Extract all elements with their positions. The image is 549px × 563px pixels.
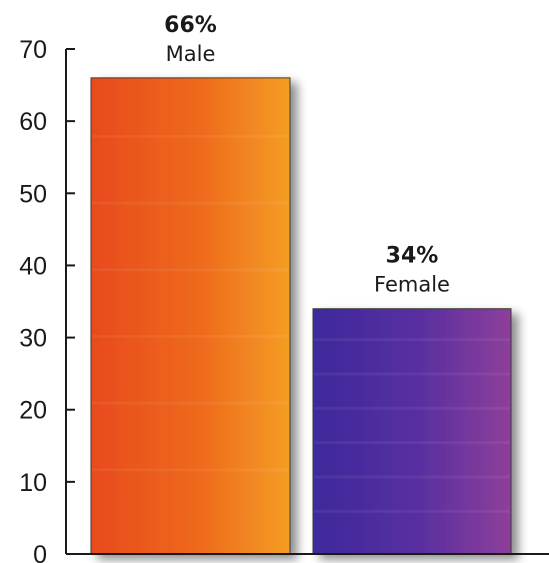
- y-tick-label-50: 50: [19, 180, 47, 208]
- bar-texture-male: [92, 468, 289, 472]
- value-label-female: 34%: [386, 244, 439, 269]
- value-label-male: 66%: [164, 13, 217, 38]
- y-tick-label-70: 70: [19, 36, 47, 64]
- bar-texture-male: [92, 401, 289, 405]
- category-label-male: Male: [166, 42, 216, 66]
- y-tick-label-10: 10: [19, 469, 47, 497]
- bar-texture-female: [314, 475, 510, 479]
- y-tick-label-60: 60: [19, 108, 47, 136]
- bar-texture-male: [92, 268, 289, 272]
- bar-texture-female: [314, 338, 510, 342]
- category-label-female: Female: [374, 273, 450, 297]
- y-tick-label-20: 20: [19, 397, 47, 425]
- bar-texture-female: [314, 441, 510, 445]
- bar-female: [312, 308, 512, 555]
- bar-texture-female: [314, 509, 510, 513]
- bar-texture-female: [314, 406, 510, 410]
- bar-male: [90, 77, 291, 555]
- bar-texture-female: [314, 372, 510, 376]
- y-tick-label-30: 30: [19, 325, 47, 353]
- bar-texture-male: [92, 334, 289, 338]
- y-tick-label-0: 0: [33, 541, 47, 563]
- y-tick-label-40: 40: [19, 252, 47, 280]
- bar-texture-male: [92, 201, 289, 205]
- bar-texture-male: [92, 134, 289, 138]
